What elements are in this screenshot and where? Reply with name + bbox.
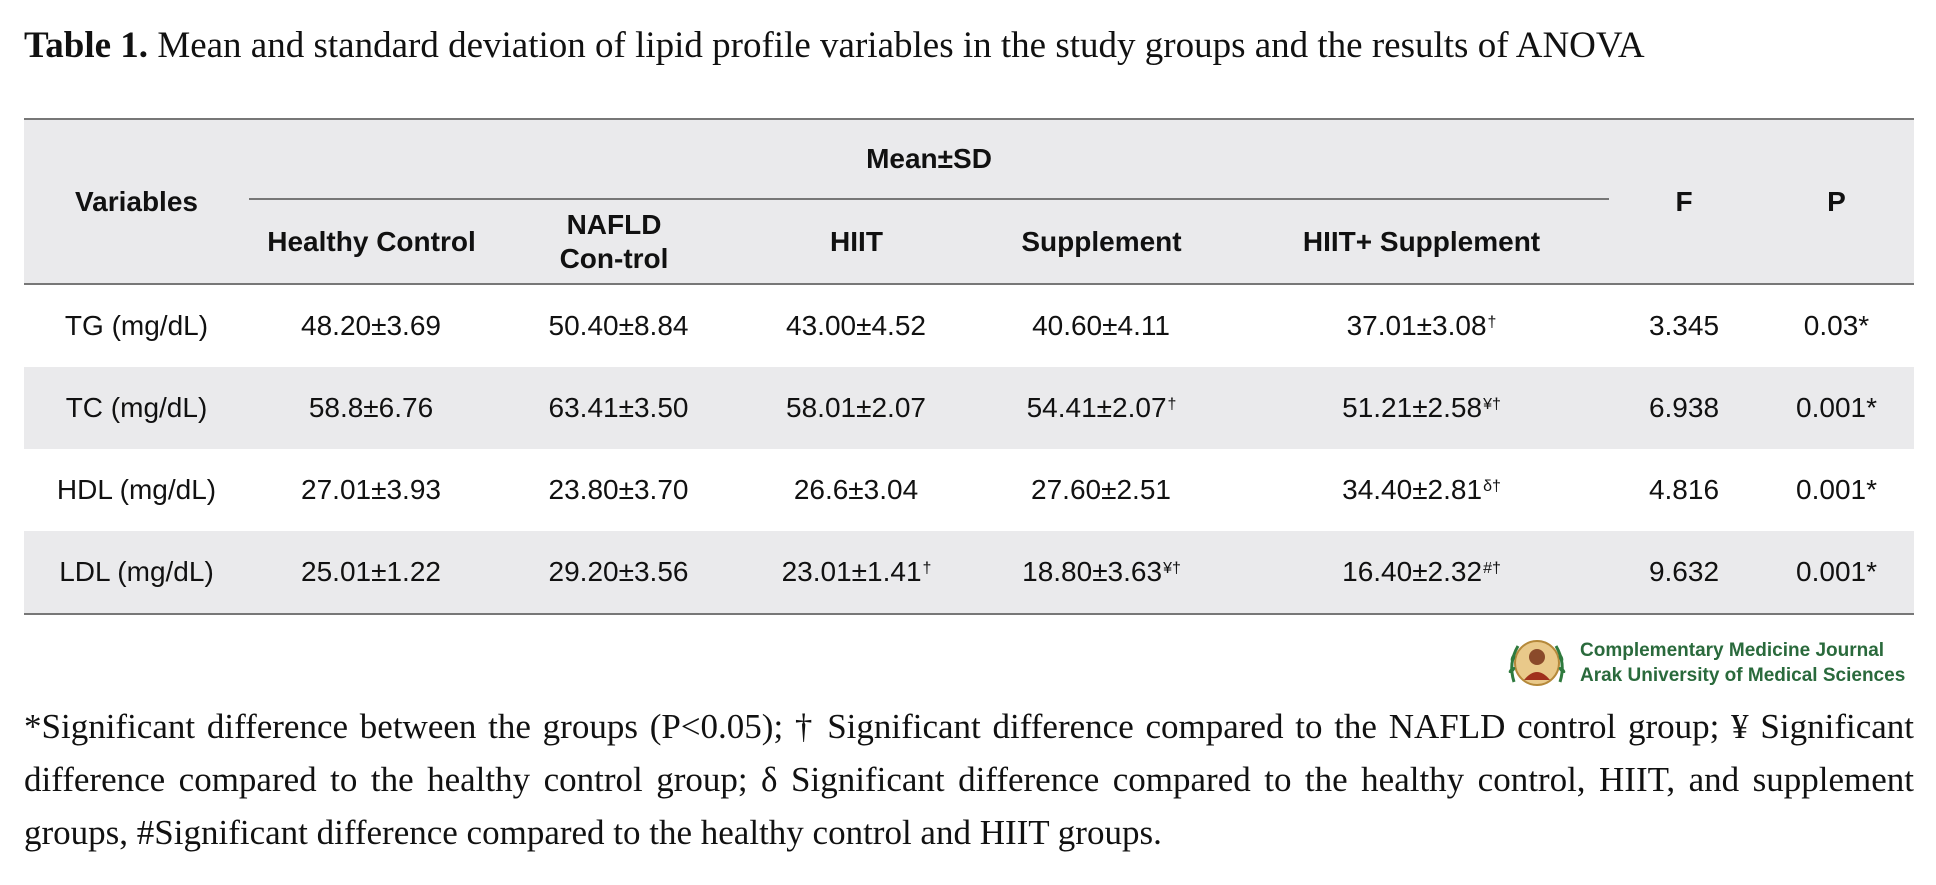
cell-hiit: 23.01±1.41 † xyxy=(781,556,932,587)
university-name: Arak University of Medical Sciences xyxy=(1580,665,1906,686)
table-top-rule xyxy=(24,118,1914,120)
cell-hiit: 26.6±3.04 xyxy=(793,474,919,505)
group-header-rule xyxy=(249,198,1609,200)
lipid-profile-table: Variables Mean±SD F P Healthy Control NA… xyxy=(24,118,1914,615)
header-nafld-control: NAFLD Con-trol xyxy=(559,208,669,274)
table-caption: Table 1. Mean and standard deviation of … xyxy=(24,22,1914,70)
cell-hiit-supplement: 34.40±2.81 δ† xyxy=(1342,474,1501,505)
header-hiit-supplement: HIIT+ Supplement xyxy=(1302,225,1541,257)
cell-healthy-control: 58.8±6.76 xyxy=(308,392,434,423)
header-variables: Variables xyxy=(75,185,198,217)
header-f: F xyxy=(1675,185,1693,217)
header-mean-sd: Mean±SD xyxy=(866,143,992,174)
row-variable: LDL (mg/dL) xyxy=(59,556,214,587)
cell-f: 6.938 xyxy=(1648,392,1720,423)
table-row: TG (mg/dL) 48.20±3.69 50.40±8.84 43.00±4… xyxy=(24,285,1914,367)
row-variable: TG (mg/dL) xyxy=(64,310,209,341)
journal-name: Complementary Medicine Journal xyxy=(1580,640,1885,661)
cell-healthy-control: 27.01±3.93 xyxy=(301,474,441,505)
table-footnote: *Significant difference between the grou… xyxy=(24,700,1914,859)
cell-p: 0.001* xyxy=(1796,556,1877,587)
footnote-line: *Significant difference between the grou… xyxy=(24,707,1914,746)
cell-p: 0.001* xyxy=(1796,392,1877,423)
cell-supplement: 40.60±4.11 xyxy=(1032,310,1170,341)
cell-nafld-control: 50.40±8.84 xyxy=(548,310,689,341)
table-caption-label: Table 1. xyxy=(24,25,149,66)
cell-nafld-control: 63.41±3.50 xyxy=(548,392,689,423)
cell-supplement: 27.60±2.51 xyxy=(1031,474,1171,505)
cell-hiit-supplement: 37.01±3.08 † xyxy=(1346,310,1497,341)
cell-hiit-supplement: 51.21±2.58 ¥† xyxy=(1342,392,1501,423)
header-bottom-rule xyxy=(24,283,1914,285)
header-p: P xyxy=(1827,185,1846,217)
cell-healthy-control: 25.01±1.22 xyxy=(301,556,441,587)
footnote-line: groups, #Significant difference compared… xyxy=(24,813,1162,852)
laurel-portrait-icon xyxy=(1508,640,1566,686)
cell-supplement: 18.80±3.63 ¥† xyxy=(1022,556,1181,587)
header-healthy-control: Healthy Control xyxy=(267,225,476,257)
table-row: LDL (mg/dL) 25.01±1.22 29.20±3.56 23.01±… xyxy=(24,531,1914,613)
table-row: HDL (mg/dL) 27.01±3.93 23.80±3.70 26.6±3… xyxy=(24,449,1914,531)
table-header-background xyxy=(24,120,1914,283)
cell-p: 0.001* xyxy=(1796,474,1877,505)
table-row: TC (mg/dL) 58.8±6.76 63.41±3.50 58.01±2.… xyxy=(24,367,1914,449)
cell-nafld-control: 29.20±3.56 xyxy=(548,556,689,587)
cell-f: 3.345 xyxy=(1648,310,1720,341)
cell-f: 9.632 xyxy=(1648,556,1720,587)
row-variable: TC (mg/dL) xyxy=(65,392,208,423)
header-supplement: Supplement xyxy=(1021,225,1182,257)
cell-nafld-control: 23.80±3.70 xyxy=(548,474,689,505)
row-variable: HDL (mg/dL) xyxy=(56,474,217,505)
table-bottom-rule xyxy=(24,613,1914,615)
cell-hiit: 58.01±2.07 xyxy=(786,392,926,423)
header-hiit: HIIT xyxy=(830,225,883,257)
cell-f: 4.816 xyxy=(1648,474,1720,505)
cell-hiit-supplement: 16.40±2.32 #† xyxy=(1342,556,1501,587)
journal-logo: Complementary Medicine Journal Arak Univ… xyxy=(1504,630,1914,696)
table-caption-text: Mean and standard deviation of lipid pro… xyxy=(157,25,1645,66)
cell-supplement: 54.41±2.07 † xyxy=(1026,392,1177,423)
cell-p: 0.03* xyxy=(1803,310,1870,341)
footnote-line: difference compared to the healthy contr… xyxy=(24,760,1914,799)
cell-hiit: 43.00±4.52 xyxy=(786,310,926,341)
cell-healthy-control: 48.20±3.69 xyxy=(301,310,441,341)
